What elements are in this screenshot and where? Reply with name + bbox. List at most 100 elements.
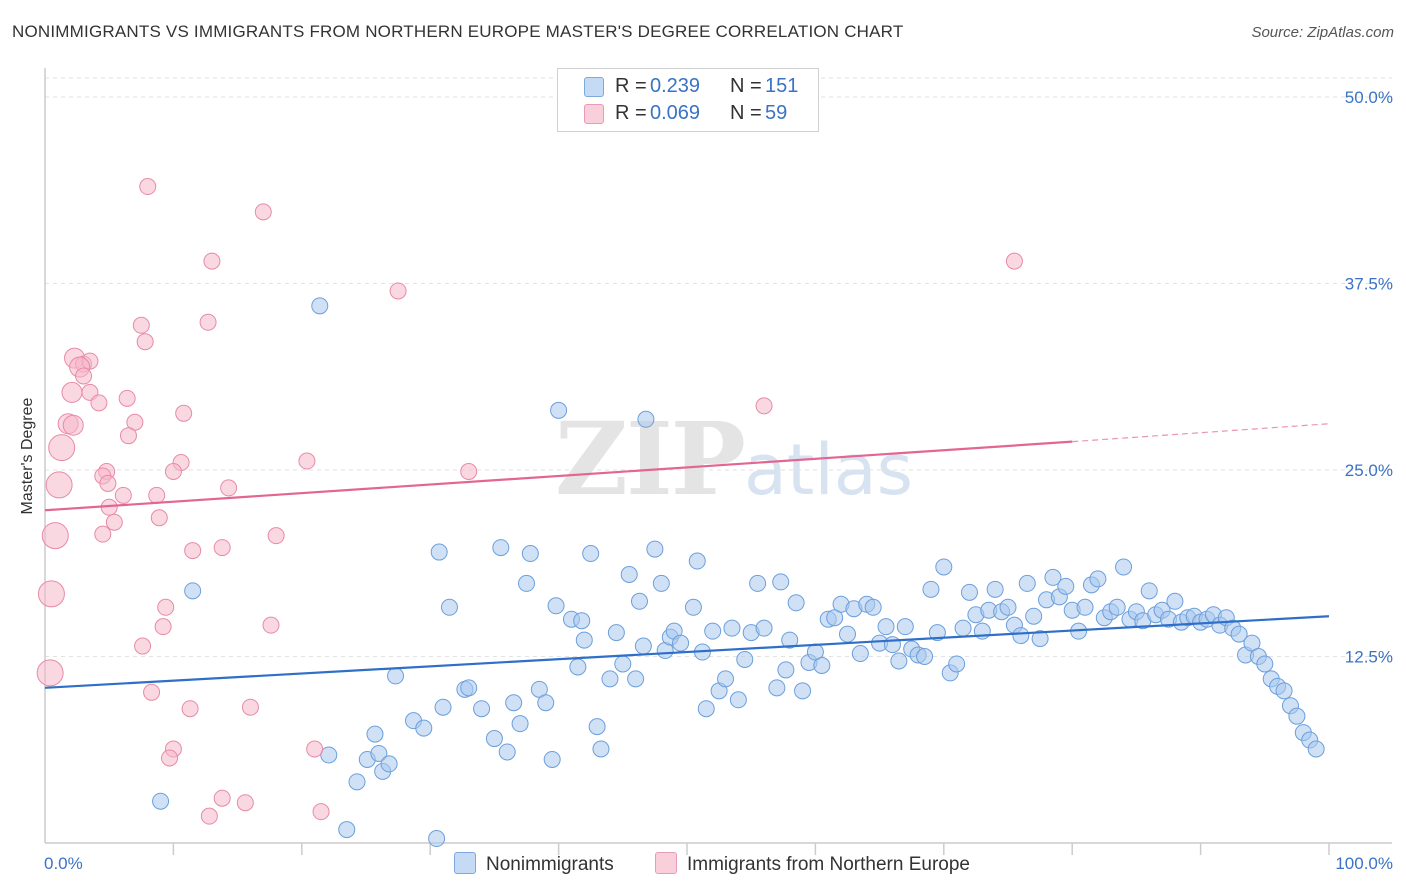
point-nonimmigrant[interactable] [684,598,702,616]
point-immigrant[interactable] [134,637,152,655]
point-immigrant[interactable] [36,659,64,687]
point-nonimmigrant[interactable] [1140,582,1158,600]
point-immigrant[interactable] [254,203,272,221]
point-nonimmigrant[interactable] [630,592,648,610]
point-nonimmigrant[interactable] [777,661,795,679]
point-nonimmigrant[interactable] [986,580,1004,598]
point-immigrant[interactable] [267,527,285,545]
point-nonimmigrant[interactable] [440,598,458,616]
point-nonimmigrant[interactable] [1115,558,1133,576]
point-nonimmigrant[interactable] [749,574,767,592]
point-immigrant[interactable] [136,333,154,351]
point-nonimmigrant[interactable] [688,552,706,570]
point-immigrant[interactable] [105,513,123,531]
point-nonimmigrant[interactable] [460,679,478,697]
point-immigrant[interactable] [75,367,93,385]
point-nonimmigrant[interactable] [781,631,799,649]
point-immigrant[interactable] [755,397,773,415]
point-immigrant[interactable] [262,616,280,634]
point-nonimmigrant[interactable] [1018,574,1036,592]
point-nonimmigrant[interactable] [813,656,831,674]
point-nonimmigrant[interactable] [1057,577,1075,595]
point-immigrant[interactable] [389,282,407,300]
point-nonimmigrant[interactable] [704,622,722,640]
point-nonimmigrant[interactable] [547,597,565,615]
point-nonimmigrant[interactable] [320,746,338,764]
point-immigrant[interactable] [48,434,76,462]
point-nonimmigrant[interactable] [883,636,901,654]
point-nonimmigrant[interactable] [1031,630,1049,648]
point-immigrant[interactable] [154,618,172,636]
point-immigrant[interactable] [164,462,182,480]
point-immigrant[interactable] [312,803,330,821]
point-immigrant[interactable] [143,683,161,701]
point-nonimmigrant[interactable] [634,637,652,655]
point-immigrant[interactable] [90,394,108,412]
point-nonimmigrant[interactable] [505,694,523,712]
point-nonimmigrant[interactable] [607,624,625,642]
point-nonimmigrant[interactable] [387,667,405,685]
point-immigrant[interactable] [37,580,65,608]
point-nonimmigrant[interactable] [960,583,978,601]
point-nonimmigrant[interactable] [877,618,895,636]
point-nonimmigrant[interactable] [1307,740,1325,758]
point-nonimmigrant[interactable] [729,691,747,709]
point-nonimmigrant[interactable] [338,821,356,839]
point-nonimmigrant[interactable] [511,715,529,733]
point-nonimmigrant[interactable] [839,625,856,643]
point-nonimmigrant[interactable] [1275,682,1293,700]
point-immigrant[interactable] [306,740,324,758]
point-nonimmigrant[interactable] [672,634,690,652]
point-nonimmigrant[interactable] [772,573,790,591]
point-immigrant[interactable] [200,807,218,825]
point-immigrant[interactable] [184,542,202,560]
point-immigrant[interactable] [236,794,254,812]
point-nonimmigrant[interactable] [755,619,773,637]
point-nonimmigrant[interactable] [723,619,741,637]
point-nonimmigrant[interactable] [485,730,503,748]
point-immigrant[interactable] [132,316,150,334]
legend-item-immigrants[interactable]: Immigrants from Northern Europe [655,852,970,876]
point-nonimmigrant[interactable] [768,679,786,697]
point-nonimmigrant[interactable] [999,598,1017,616]
point-nonimmigrant[interactable] [550,401,568,419]
point-nonimmigrant[interactable] [152,792,170,810]
point-immigrant[interactable] [119,427,137,445]
point-nonimmigrant[interactable] [521,545,539,563]
point-immigrant[interactable] [220,479,238,497]
point-immigrant[interactable] [241,698,259,716]
point-nonimmigrant[interactable] [311,297,329,315]
point-nonimmigrant[interactable] [794,682,812,700]
point-nonimmigrant[interactable] [1108,598,1126,616]
point-nonimmigrant[interactable] [434,698,452,716]
point-nonimmigrant[interactable] [851,645,869,663]
point-nonimmigrant[interactable] [896,618,914,636]
point-immigrant[interactable] [118,389,136,407]
point-nonimmigrant[interactable] [573,612,591,630]
point-nonimmigrant[interactable] [697,700,715,718]
point-nonimmigrant[interactable] [184,582,202,600]
point-nonimmigrant[interactable] [954,619,972,637]
point-nonimmigrant[interactable] [652,574,670,592]
point-immigrant[interactable] [1005,252,1023,270]
point-immigrant[interactable] [99,474,117,492]
point-nonimmigrant[interactable] [1089,570,1107,588]
point-nonimmigrant[interactable] [1166,592,1184,610]
point-nonimmigrant[interactable] [569,658,587,676]
point-nonimmigrant[interactable] [543,750,561,768]
point-immigrant[interactable] [213,789,231,807]
point-nonimmigrant[interactable] [646,540,664,558]
point-nonimmigrant[interactable] [473,700,491,718]
point-nonimmigrant[interactable] [1230,625,1248,643]
point-nonimmigrant[interactable] [916,648,934,665]
point-nonimmigrant[interactable] [348,773,366,791]
point-immigrant[interactable] [41,522,69,550]
point-nonimmigrant[interactable] [935,558,953,576]
point-nonimmigrant[interactable] [601,670,619,688]
point-nonimmigrant[interactable] [537,694,555,712]
point-nonimmigrant[interactable] [922,580,940,598]
point-immigrant[interactable] [175,404,193,422]
point-immigrant[interactable] [161,749,179,767]
point-nonimmigrant[interactable] [592,740,610,758]
point-immigrant[interactable] [157,598,175,616]
